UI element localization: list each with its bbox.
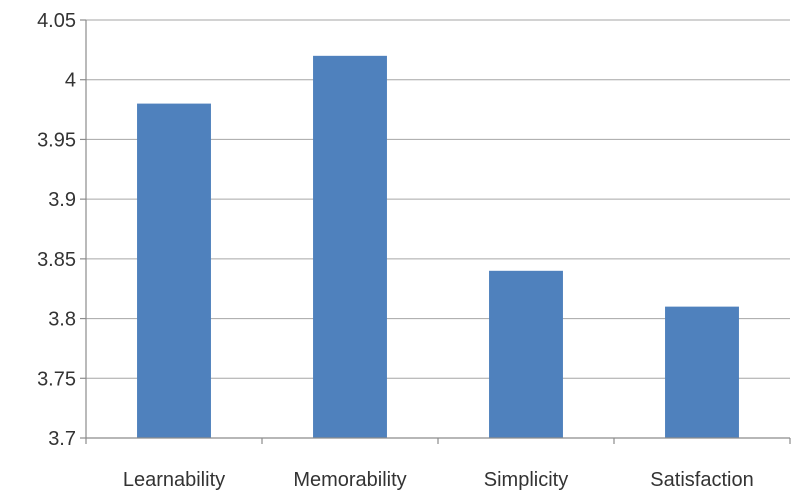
y-tick-label: 3.9 <box>48 189 76 211</box>
y-tick-label: 4 <box>65 70 76 92</box>
y-tick-label: 3.85 <box>37 249 76 271</box>
y-tick-labels: 3.7 3.75 3.8 3.85 3.9 3.95 4 4.05 <box>37 10 76 450</box>
x-tick-label: Learnability <box>123 469 225 490</box>
y-tick-label: 4.05 <box>37 10 76 32</box>
bar-simplicity <box>489 270 563 438</box>
bar-memorability <box>313 55 387 438</box>
axes <box>80 19 791 444</box>
bar-learnability <box>137 103 211 438</box>
y-tick-label: 3.95 <box>37 129 76 151</box>
bars <box>137 55 739 438</box>
x-tick-labels: Learnability Memorability Simplicity Satisf… <box>123 469 754 490</box>
x-tick-label: Satisfaction <box>650 469 753 490</box>
x-tick-label: Memorability <box>293 469 406 490</box>
bar-satisfaction <box>665 306 739 438</box>
y-tick-label: 3.75 <box>37 368 76 390</box>
x-tick-label: Simplicity <box>484 469 568 490</box>
y-tick-label: 3.8 <box>48 309 76 331</box>
y-tick-label: 3.7 <box>48 428 76 450</box>
